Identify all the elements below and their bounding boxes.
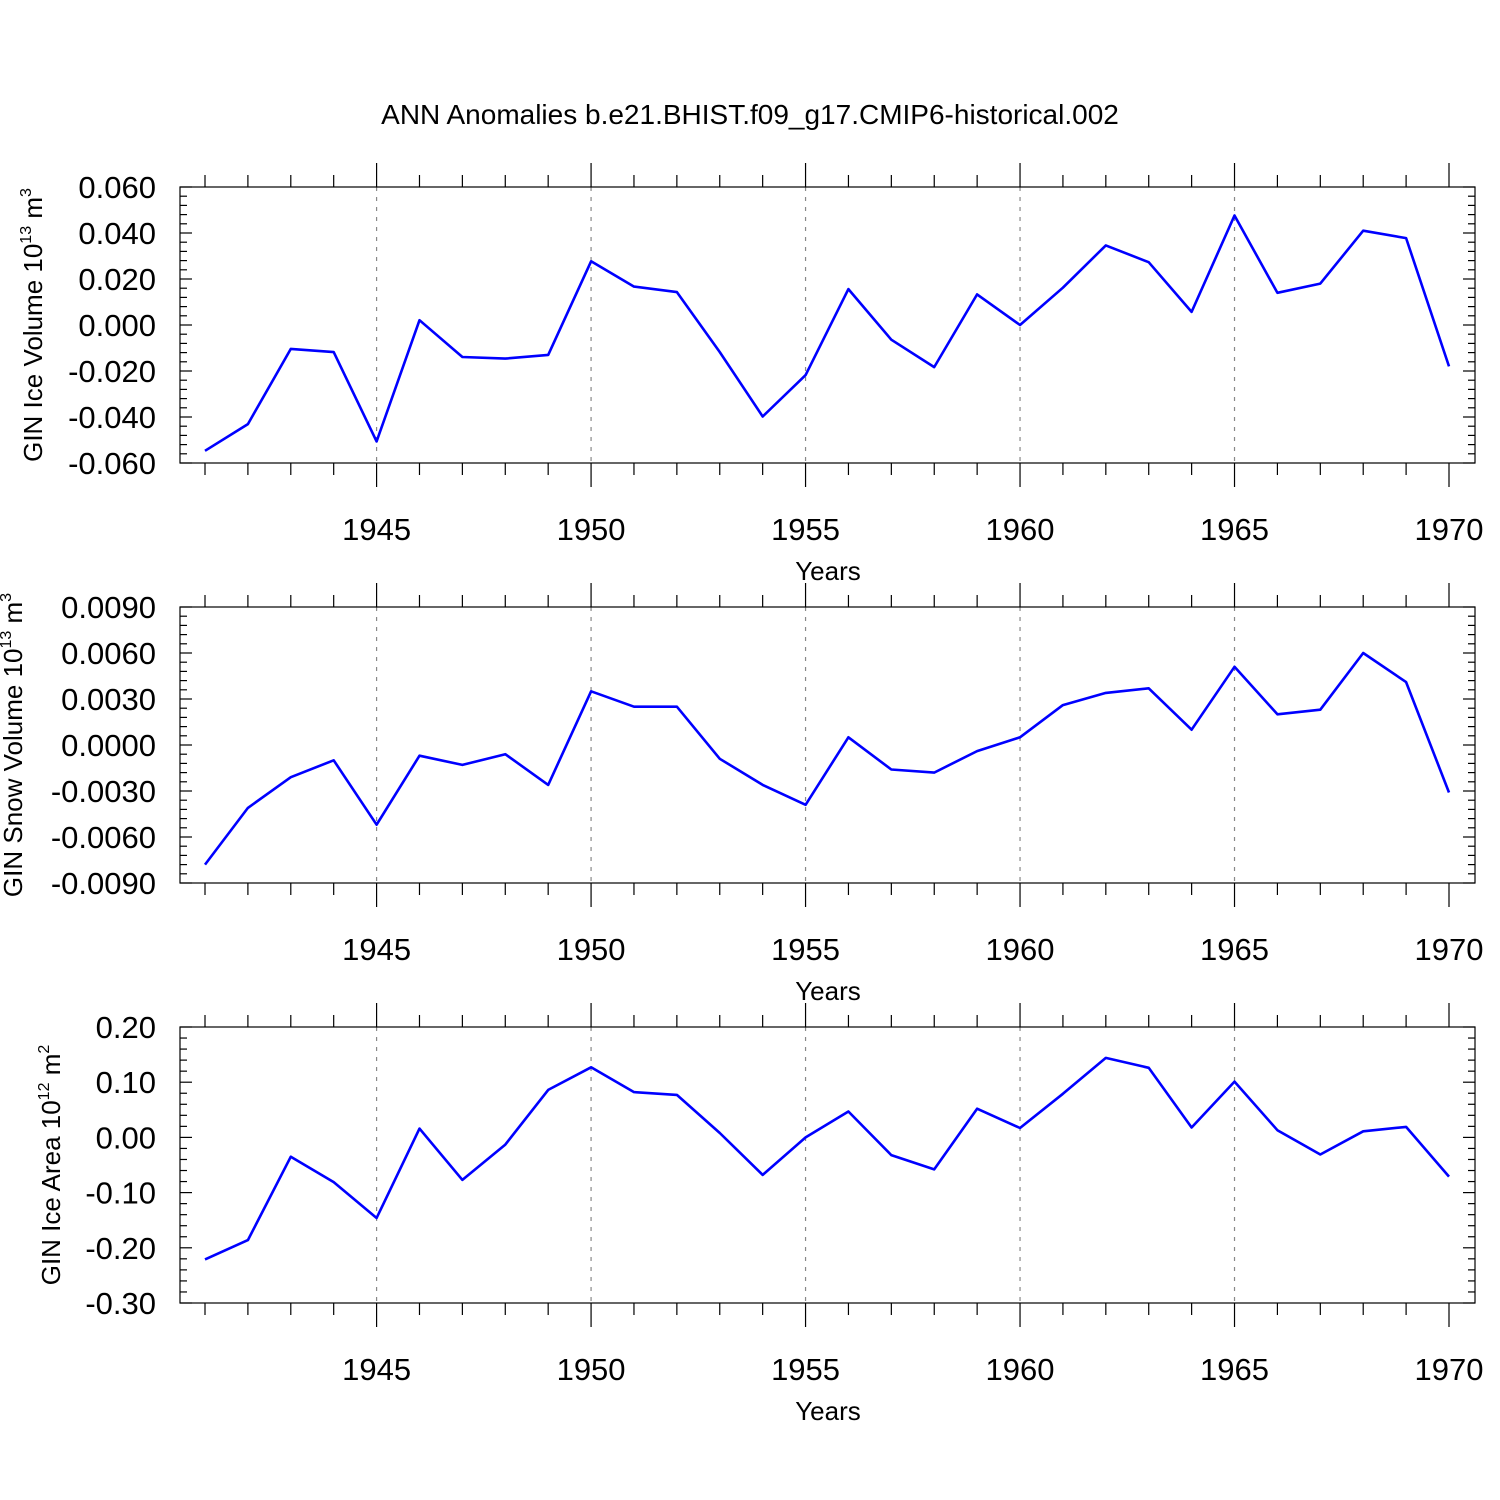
y-axis-label-part: GIN Ice Area 10	[36, 1100, 66, 1285]
y-tick-label: 0.00	[96, 1120, 156, 1155]
y-tick-label: -0.040	[68, 400, 156, 435]
y-tick-label: -0.060	[68, 446, 156, 481]
y-axis-label-exponent: 3	[0, 593, 15, 602]
plot-frame	[179, 186, 1476, 464]
y-axis-label-part: GIN Ice Volume 10	[18, 244, 48, 462]
x-tick-label: 1960	[986, 932, 1055, 967]
x-tick-label: 1955	[771, 932, 840, 967]
x-axis-label: Years	[795, 1396, 861, 1426]
x-tick-label: 1950	[557, 512, 626, 547]
plot-frame	[179, 606, 1476, 884]
x-tick-label: 1950	[557, 1352, 626, 1387]
x-tick-label: 1945	[342, 512, 411, 547]
y-axis-label: GIN Ice Area 1012 m2	[36, 1045, 66, 1286]
y-tick-label: -0.30	[85, 1286, 156, 1321]
x-tick-label: 1965	[1200, 1352, 1269, 1387]
y-tick-label: -0.0060	[51, 820, 156, 855]
series-line	[203, 651, 1451, 866]
y-axis-label-part: m	[36, 1054, 66, 1083]
x-tick-label: 1950	[557, 932, 626, 967]
x-tick-label: 1960	[986, 512, 1055, 547]
y-tick-label: -0.0090	[51, 866, 156, 901]
x-tick-label: 1965	[1200, 932, 1269, 967]
x-tick-label: 1955	[771, 1352, 840, 1387]
x-tick-label: 1955	[771, 512, 840, 547]
x-tick-label: 1960	[986, 1352, 1055, 1387]
y-tick-label: 0.0060	[61, 636, 156, 671]
y-tick-label: 0.020	[78, 262, 156, 297]
y-axis-label-exponent: 12	[36, 1082, 53, 1100]
y-axis-label-exponent: 3	[18, 188, 35, 197]
plot-frame	[179, 1026, 1476, 1304]
y-axis-label-exponent: 13	[18, 226, 35, 244]
y-tick-label: 0.0000	[61, 728, 156, 763]
chart-title: ANN Anomalies b.e21.BHIST.f09_g17.CMIP6-…	[381, 99, 1119, 130]
x-tick-label: 1970	[1415, 932, 1484, 967]
y-axis-label-part: m	[18, 197, 48, 226]
series-line	[204, 214, 1451, 452]
y-axis-label-part: m	[0, 602, 28, 631]
x-tick-label: 1945	[342, 932, 411, 967]
y-axis-label: GIN Snow Volume 1013 m3	[0, 593, 28, 897]
y-tick-label: -0.20	[85, 1231, 156, 1266]
x-tick-label: 1970	[1415, 512, 1484, 547]
x-tick-label: 1945	[342, 1352, 411, 1387]
y-tick-label: 0.040	[78, 216, 156, 251]
y-axis-label-exponent: 2	[36, 1045, 53, 1054]
y-axis-label-exponent: 13	[0, 631, 15, 649]
x-tick-label: 1965	[1200, 512, 1269, 547]
y-tick-label: -0.10	[85, 1176, 156, 1211]
y-tick-label: 0.20	[96, 1010, 156, 1045]
x-tick-label: 1970	[1415, 1352, 1484, 1387]
y-tick-label: 0.0030	[61, 682, 156, 717]
y-tick-label: -0.0030	[51, 774, 156, 809]
y-axis-label: GIN Ice Volume 1013 m3	[18, 188, 48, 462]
y-tick-label: 0.10	[96, 1065, 156, 1100]
y-tick-label: 0.060	[78, 170, 156, 205]
y-tick-label: -0.020	[68, 354, 156, 389]
x-axis-label: Years	[795, 976, 861, 1006]
x-axis-label: Years	[795, 556, 861, 586]
y-axis-label-part: GIN Snow Volume 10	[0, 649, 28, 898]
series-line	[204, 1056, 1450, 1261]
y-tick-label: 0.0090	[61, 590, 156, 625]
y-tick-label: 0.000	[78, 308, 156, 343]
